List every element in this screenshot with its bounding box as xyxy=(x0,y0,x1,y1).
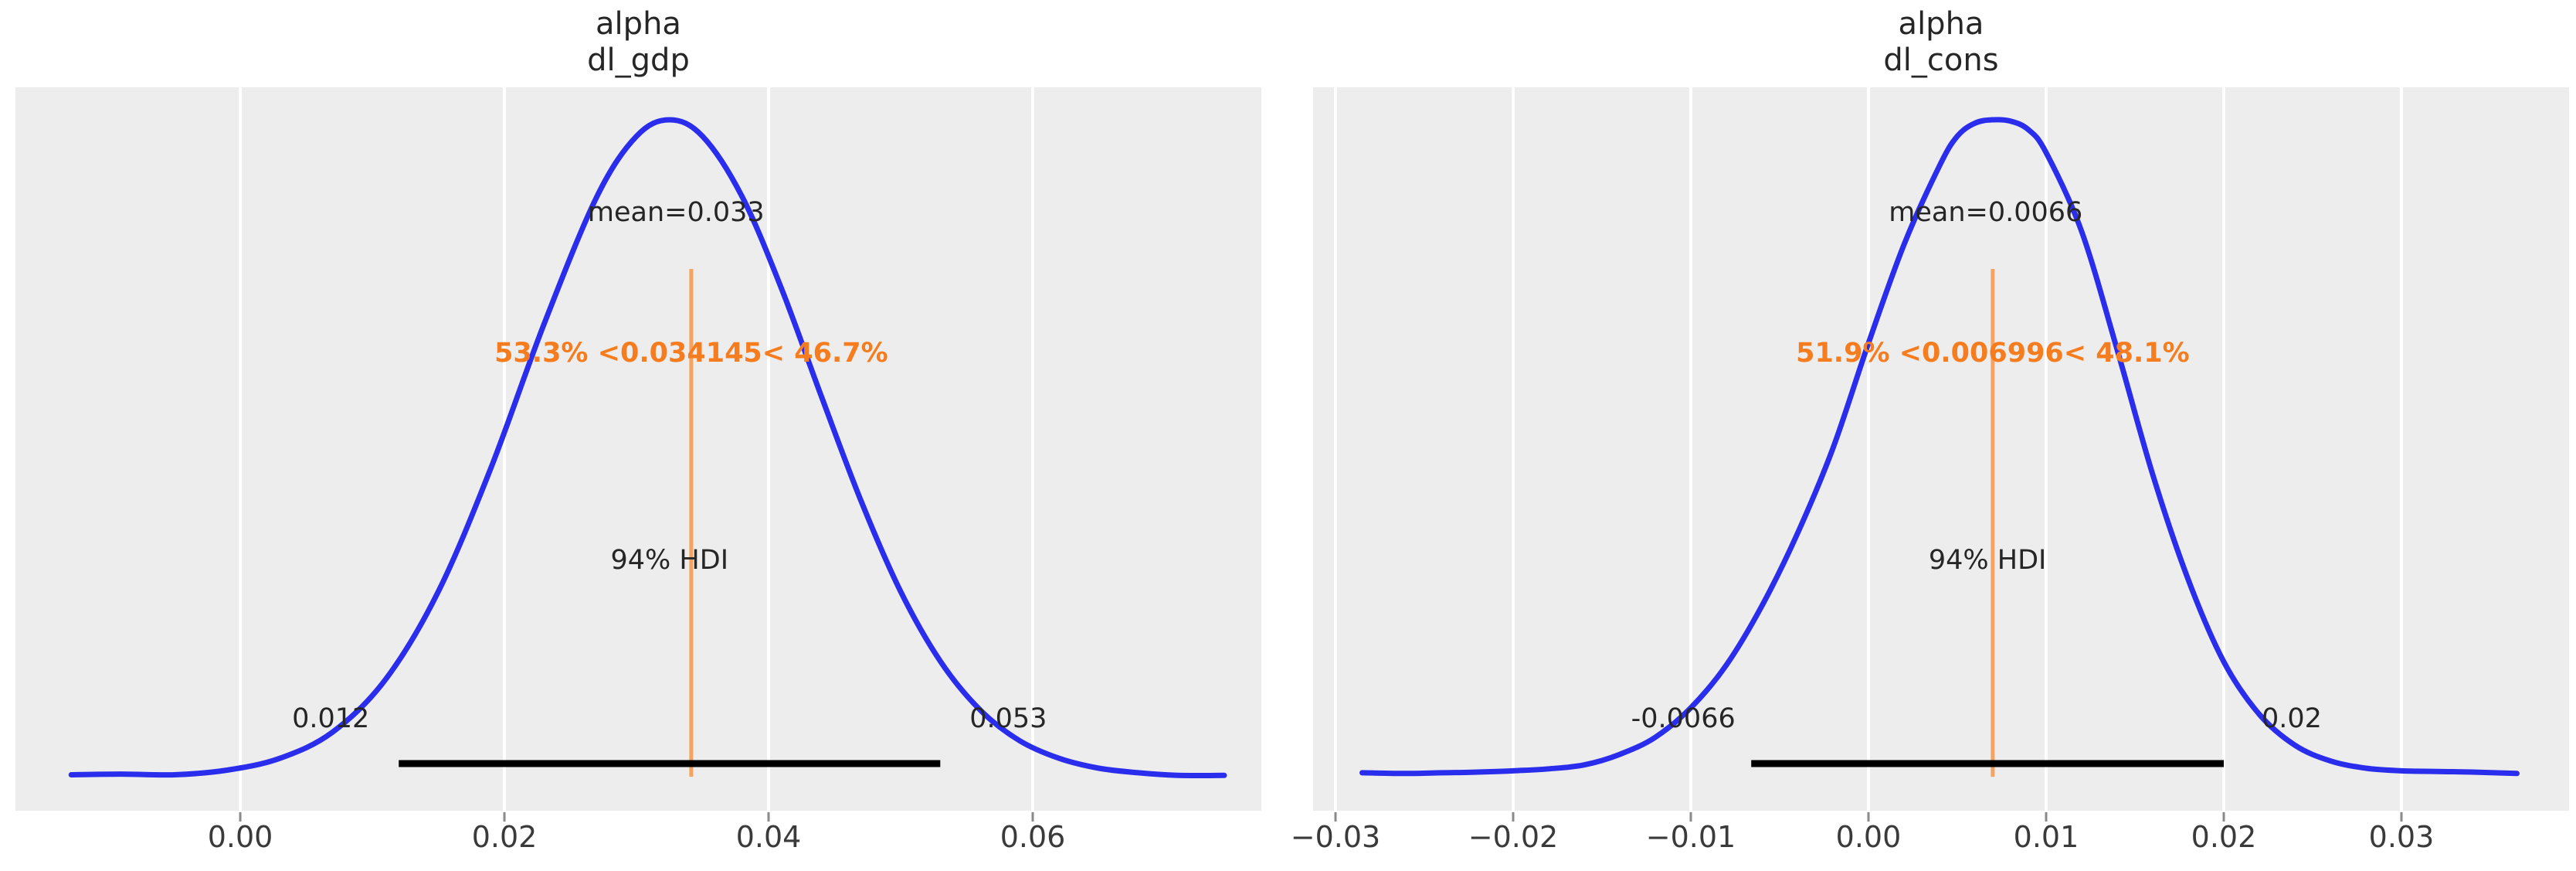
ref-percent-label: 53.3% <0.034145< 46.7% xyxy=(494,337,888,369)
hdi-upper-label: 0.053 xyxy=(969,703,1047,734)
mean-label: mean=0.033 xyxy=(587,196,765,228)
x-tick-label: −0.03 xyxy=(1290,820,1381,854)
panel-title-line-2: dl_cons xyxy=(1883,43,1999,78)
hdi-lower-label: 0.012 xyxy=(292,703,370,734)
ref-percent-label: 51.9% <0.006996< 48.1% xyxy=(1796,337,2190,369)
mean-label: mean=0.0066 xyxy=(1889,196,2083,228)
axes-background xyxy=(15,87,1261,811)
kde-curve xyxy=(68,117,1227,779)
hdi-upper-label: 0.02 xyxy=(2262,703,2322,734)
hdi-label: 94% HDI xyxy=(610,544,729,576)
panel-title-line-1: alpha xyxy=(596,6,681,42)
plot-area xyxy=(68,87,1227,822)
x-tick-label: 0.01 xyxy=(2013,820,2079,854)
panel-title-line-1: alpha xyxy=(1898,6,1984,42)
axes-background xyxy=(1313,87,2569,811)
x-tick-label: −0.01 xyxy=(1645,820,1736,854)
x-tick-label: 0.00 xyxy=(1835,820,1902,854)
x-tick-label: 0.04 xyxy=(735,820,802,854)
panel-title: alpha dl_gdp xyxy=(587,6,690,79)
kde-curve xyxy=(1359,117,2520,777)
x-tick-label: 0.02 xyxy=(471,820,538,854)
x-tick-label: 0.06 xyxy=(1000,820,1066,854)
hdi-lower-label: -0.0066 xyxy=(1631,703,1736,734)
x-tick-label: −0.02 xyxy=(1468,820,1559,854)
panel-title-line-2: dl_gdp xyxy=(587,43,690,78)
panel-title: alpha dl_cons xyxy=(1883,6,1998,79)
x-tick-label: 0.02 xyxy=(2191,820,2257,854)
hdi-label: 94% HDI xyxy=(1928,544,2047,576)
x-tick-label: 0.03 xyxy=(2368,820,2435,854)
plot-area xyxy=(1334,87,2520,822)
x-tick-label: 0.00 xyxy=(207,820,273,854)
